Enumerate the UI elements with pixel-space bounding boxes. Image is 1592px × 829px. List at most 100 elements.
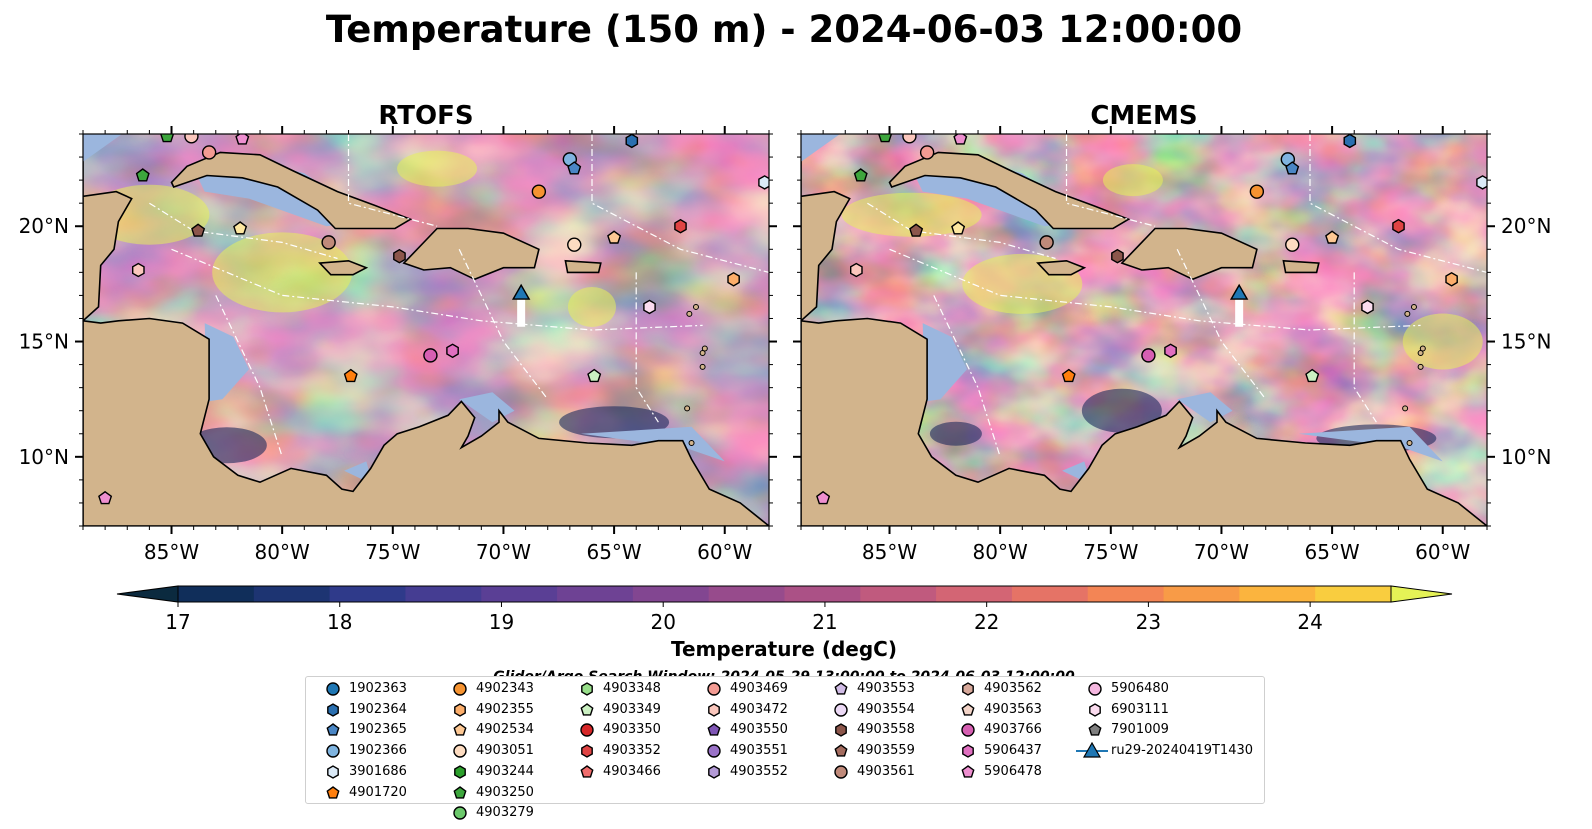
island (686, 310, 693, 317)
legend-label: 4903472 (730, 701, 788, 717)
legend-symbol (453, 806, 467, 820)
legend-symbol (454, 764, 466, 779)
hispaniola-land (1120, 227, 1258, 281)
colorbar-extend-low (116, 585, 179, 603)
legend-symbol (326, 744, 340, 758)
legend-label: 4903561 (857, 763, 915, 779)
float-marker (1361, 299, 1374, 315)
legend-label: 4903244 (476, 763, 534, 779)
legend-symbol-shape (961, 764, 975, 778)
legend-item: 4902343 (453, 681, 534, 696)
float-marker (607, 230, 622, 244)
yucatan-land (801, 190, 851, 322)
island (699, 350, 706, 357)
glider-track (517, 299, 526, 327)
puerto-rico-land (564, 259, 602, 274)
legend-symbol (834, 702, 848, 717)
legend-item: 1902363 (326, 681, 407, 696)
legend-symbol-shape (835, 723, 847, 738)
island (1410, 303, 1417, 310)
legend-item: 4903558 (835, 722, 915, 737)
legend-label: 4903250 (476, 784, 534, 800)
float-marker (1285, 237, 1300, 252)
legend-symbol-shape (834, 682, 848, 695)
legend-symbol-shape (707, 744, 721, 758)
float-marker (1343, 134, 1357, 149)
float-marker (587, 368, 602, 383)
float-marker (909, 223, 924, 237)
hispaniola-land (402, 227, 540, 281)
legend-symbol-shape (453, 806, 467, 820)
legend-item: 4903551 (707, 743, 788, 758)
glider-track (1235, 299, 1244, 327)
colorbar-tick-label: 17 (165, 610, 190, 634)
legend-label: 3901686 (349, 763, 407, 779)
legend-label: ru29-20240419T1430 (1111, 743, 1254, 759)
lon-tick-label: 70°W (1194, 540, 1249, 564)
float-marker (951, 221, 966, 235)
legend-symbol-shape (326, 723, 340, 736)
cold-patch (1081, 388, 1162, 433)
island (1404, 310, 1411, 317)
lon-tick-label: 65°W (1304, 540, 1359, 564)
legend-item: 4903766 (961, 722, 1042, 737)
legend-symbol (834, 744, 848, 757)
colorbar-segment (178, 586, 255, 602)
island (1417, 363, 1424, 370)
legend-symbol (581, 682, 593, 696)
eez-boundary (591, 134, 769, 273)
legend-item: 4902355 (454, 702, 534, 717)
legend-item: 1902365 (326, 722, 407, 737)
legend-item: 5906478 (961, 764, 1042, 779)
legend-item: 4903051 (453, 743, 534, 758)
legend-symbol (327, 764, 339, 779)
legend-symbol-shape (708, 764, 720, 779)
map-frame (800, 133, 1488, 527)
panel-title: CMEMS (1090, 101, 1197, 131)
legend-symbol (961, 764, 975, 778)
legend-symbol-shape (961, 723, 975, 738)
colorbar-frame (177, 585, 1392, 603)
legend-symbol (453, 744, 467, 758)
legend: 1902363 1902364 1902365 1902366 3901686 49017… (305, 676, 1265, 820)
legend-symbol (1088, 682, 1102, 696)
float-marker (1445, 271, 1458, 287)
legend-item: 4903352 (581, 743, 661, 758)
legend-symbol-shape (454, 702, 466, 717)
float-marker (1164, 343, 1177, 359)
legend-label: 4903562 (984, 681, 1042, 696)
legend-label: 1902366 (349, 743, 407, 759)
eez-boundary (1353, 272, 1377, 423)
colorbar-segment (936, 586, 1013, 602)
legend-label: 5906480 (1111, 681, 1169, 696)
gulf-shelf (83, 134, 123, 162)
legend-symbol (453, 682, 467, 696)
lon-tick-label: 65°W (586, 540, 641, 564)
legend-symbol (453, 785, 467, 799)
legend-item: 4901720 (326, 785, 407, 800)
legend-symbol (834, 682, 848, 695)
legend-symbol (708, 764, 720, 779)
legend-item: 4903563 (961, 702, 1042, 717)
legend-item: 4903559 (834, 743, 915, 758)
lon-tick-label: 75°W (1083, 540, 1138, 564)
colorbar-segment (1087, 586, 1165, 602)
legend-item: 6903111 (1089, 702, 1169, 717)
legend-label: 1902363 (349, 681, 407, 696)
colorbar-tick-label: 22 (974, 610, 999, 634)
legend-item: 4903466 (580, 764, 661, 779)
legend-symbol-shape (326, 682, 340, 696)
legend-symbol-shape (708, 702, 720, 717)
figure-title: Temperature (150 m) - 2024-06-03 12:00:0… (326, 8, 1242, 51)
legend-label: 4903554 (857, 701, 915, 717)
legend-symbol-shape (454, 764, 466, 779)
legend-label: 4903550 (730, 722, 788, 738)
float-marker (160, 134, 175, 143)
legend-symbol-shape (1088, 723, 1102, 736)
legend-item: 1902364 (327, 702, 407, 717)
legend-symbol-shape (453, 723, 467, 736)
legend-item: 4903550 (707, 722, 788, 738)
legend-item: 4903279 (453, 805, 534, 820)
float-marker (625, 134, 639, 149)
eez-boundary (215, 295, 283, 457)
